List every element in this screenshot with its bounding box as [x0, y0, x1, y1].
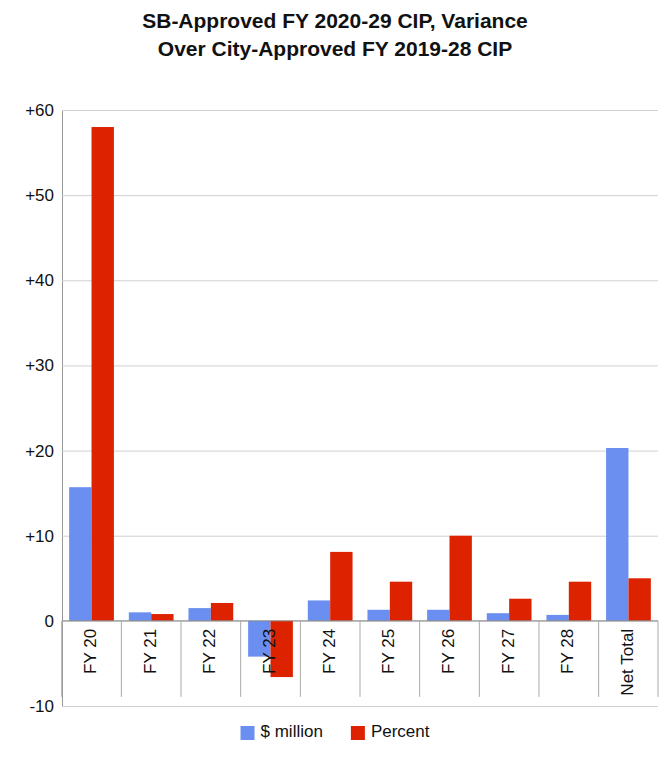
legend-swatch [351, 726, 365, 740]
bars [69, 127, 651, 677]
bar [427, 610, 449, 621]
x-tick-label: FY 26 [439, 629, 458, 674]
category-separator [419, 621, 420, 697]
x-tick-label: FY 27 [499, 629, 518, 674]
y-tick: +40 [25, 271, 658, 290]
legend-swatch [241, 726, 255, 740]
bar [569, 582, 591, 621]
y-tick-label: +30 [25, 356, 54, 375]
grid-line [62, 706, 658, 707]
y-tick: +10 [25, 527, 658, 546]
legend-label: $ million [261, 722, 323, 741]
grid-line [62, 365, 658, 366]
bar [69, 487, 91, 621]
category-separator [300, 621, 301, 697]
title-line: Over City-Approved FY 2019-28 CIP [158, 37, 512, 60]
bar [330, 552, 352, 621]
title: SB-Approved FY 2020-29 CIP, Variance Over… [142, 9, 528, 60]
category-separator [360, 621, 361, 697]
y-tick: +60 [25, 101, 658, 120]
bar [606, 448, 628, 621]
y-axis-line [63, 111, 659, 707]
bar [509, 599, 531, 621]
category-separator [61, 621, 62, 697]
y-tick-label: 0 [45, 612, 54, 631]
x-tick-label: FY 22 [200, 629, 219, 674]
bar [151, 614, 173, 621]
x-tick-label: FY 20 [81, 629, 100, 674]
x-tick-label: Net Total [618, 629, 637, 696]
y-tick-label: +50 [25, 186, 54, 205]
bar [211, 603, 233, 621]
legend-item: $ million [241, 722, 323, 741]
category-separator [181, 621, 182, 697]
legend: $ million Percent [241, 722, 430, 741]
bar [129, 612, 151, 621]
bar [188, 608, 210, 621]
category-separator [479, 621, 480, 697]
category-separator [658, 621, 659, 697]
category-separator [598, 621, 599, 697]
legend-label: Percent [371, 722, 430, 741]
category-separator [240, 621, 241, 697]
y-tick-label: -10 [29, 697, 54, 716]
bar [367, 610, 389, 621]
y-tick-label: +10 [25, 527, 54, 546]
y-tick: -10 [29, 697, 658, 716]
grid-line [62, 110, 658, 111]
bar [308, 600, 330, 620]
y-axis: -10 0 +10 +20 +30 +40 +50 +60 [25, 101, 658, 716]
bar [546, 615, 568, 621]
title-line: SB-Approved FY 2020-29 CIP, Variance [142, 9, 528, 32]
x-tick-label: FY 21 [141, 629, 160, 674]
y-tick-label: +40 [25, 271, 54, 290]
category-separator [121, 621, 122, 697]
x-tick-label: FY 23 [260, 629, 279, 674]
category-separator [538, 621, 539, 697]
x-tick-label: FY 24 [320, 629, 339, 674]
y-tick: +20 [25, 442, 658, 461]
grid-line [62, 280, 658, 281]
bar [449, 536, 471, 621]
bar [628, 578, 650, 621]
bar [390, 582, 412, 621]
plot: -10 0 +10 +20 +30 +40 +50 +60 FY 20 FY 21 FY 22 FY … [25, 101, 658, 716]
y-tick: +30 [25, 356, 658, 375]
y-tick-label: +20 [25, 442, 54, 461]
grid-line [62, 451, 658, 452]
x-tick-label: FY 28 [558, 629, 577, 674]
y-tick-label: +60 [25, 101, 54, 120]
grid-line [62, 536, 658, 537]
bar [92, 127, 114, 621]
legend-item: Percent [351, 722, 430, 741]
grid-line [62, 195, 658, 196]
bar [487, 613, 509, 621]
y-tick: +50 [25, 186, 658, 205]
x-tick-label: FY 25 [379, 629, 398, 674]
chart: SB-Approved FY 2020-29 CIP, Variance Over… [0, 0, 670, 757]
